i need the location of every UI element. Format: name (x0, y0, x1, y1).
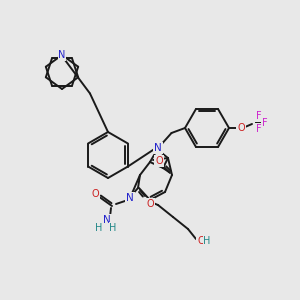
Text: N: N (126, 193, 134, 203)
Text: N: N (58, 50, 66, 60)
Text: F: F (262, 118, 268, 128)
Text: H: H (95, 223, 103, 233)
Text: F: F (256, 124, 262, 134)
Text: O: O (155, 156, 163, 166)
Text: O: O (197, 236, 205, 246)
Text: N: N (154, 143, 162, 153)
Text: O: O (237, 123, 245, 133)
Text: H: H (203, 236, 211, 246)
Text: O: O (91, 189, 99, 199)
Text: O: O (146, 199, 154, 209)
Text: H: H (109, 223, 117, 233)
Text: N: N (103, 215, 111, 225)
Text: F: F (256, 111, 262, 121)
